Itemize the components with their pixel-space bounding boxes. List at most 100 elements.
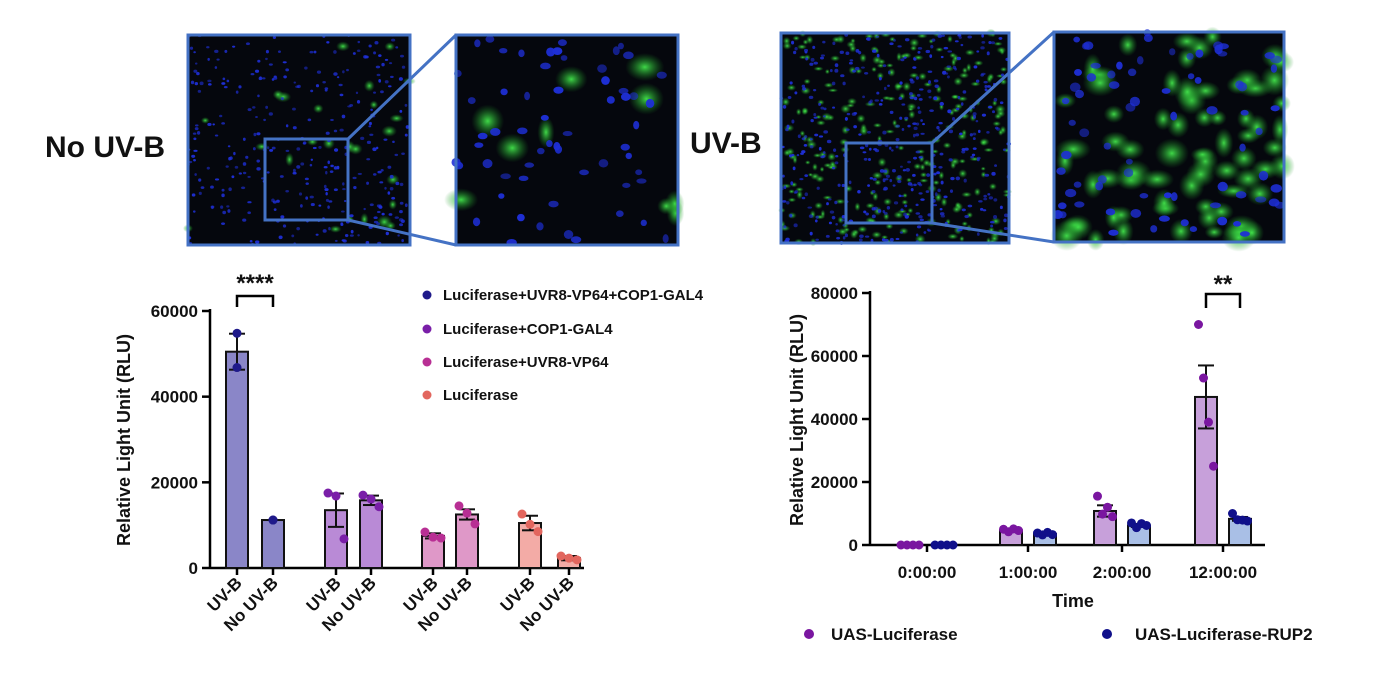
- cell-nucleus: [874, 99, 879, 102]
- cell-nucleus: [231, 175, 235, 179]
- cell-nucleus: [330, 164, 334, 168]
- cell-nucleus: [923, 231, 927, 234]
- reporter-signal: [823, 82, 834, 88]
- x-axis-label: Time: [1052, 591, 1094, 611]
- reporter-signal: [285, 152, 294, 167]
- cell-nucleus: [327, 205, 330, 209]
- reporter-signal: [877, 58, 886, 65]
- cell-nucleus: [912, 133, 916, 138]
- cell-nucleus: [884, 178, 889, 181]
- reporter-signal: [896, 52, 902, 62]
- cell-nucleus: [895, 124, 900, 128]
- cell-nucleus: [871, 189, 876, 194]
- cell-nucleus: [841, 183, 845, 188]
- cell-nucleus: [1065, 188, 1077, 198]
- cell-nucleus: [357, 40, 361, 44]
- cell-nucleus: [536, 222, 544, 231]
- reporter-signal: [970, 81, 981, 87]
- reporter-signal: [874, 179, 882, 186]
- cell-nucleus: [207, 122, 212, 126]
- cell-nucleus: [852, 69, 857, 73]
- cell-nucleus: [781, 145, 785, 149]
- legend-label: Luciferase: [443, 387, 518, 404]
- cell-nucleus: [389, 187, 394, 191]
- reporter-signal: [997, 128, 1004, 136]
- cell-nucleus: [831, 166, 836, 170]
- cell-nucleus: [882, 64, 887, 68]
- cell-nucleus: [999, 101, 1004, 105]
- cell-nucleus: [635, 169, 643, 176]
- cell-nucleus: [813, 116, 818, 119]
- reporter-signal: [909, 45, 918, 52]
- reporter-signal: [369, 100, 379, 110]
- legend-label: UAS-Luciferase: [831, 625, 958, 644]
- cell-nucleus: [305, 196, 309, 200]
- reporter-signal: [953, 77, 963, 86]
- cell-nucleus: [809, 145, 814, 149]
- cell-nucleus: [839, 50, 844, 54]
- cell-nucleus: [381, 212, 385, 216]
- reporter-signal: [782, 42, 792, 50]
- reporter-signal: [884, 129, 895, 134]
- reporter-signal: [781, 97, 791, 107]
- reporter-signal: [834, 198, 846, 205]
- micrograph-no-uvb: [183, 33, 416, 246]
- cell-nucleus: [820, 54, 826, 57]
- cell-nucleus: [913, 126, 918, 131]
- cell-nucleus: [537, 147, 545, 155]
- reporter-signal: [804, 160, 811, 165]
- cell-nucleus: [254, 240, 260, 244]
- data-point: [1142, 520, 1151, 530]
- cell-nucleus: [967, 204, 973, 208]
- cell-nucleus: [196, 131, 201, 135]
- cell-nucleus: [300, 162, 305, 166]
- cell-nucleus: [253, 132, 257, 137]
- cell-nucleus: [298, 192, 303, 196]
- cell-nucleus: [250, 73, 255, 76]
- cell-nucleus: [353, 186, 357, 190]
- cell-nucleus: [820, 106, 825, 110]
- cell-nucleus: [193, 137, 197, 141]
- cell-nucleus: [1187, 73, 1195, 80]
- cell-nucleus: [889, 237, 894, 242]
- cell-nucleus: [249, 240, 253, 243]
- data-point: [323, 488, 333, 498]
- cell-nucleus: [1059, 211, 1067, 219]
- cell-nucleus: [888, 146, 892, 150]
- reporter-signal: [788, 189, 795, 194]
- cell-nucleus: [327, 160, 331, 165]
- cell-nucleus: [352, 176, 357, 180]
- reporter-signal: [992, 120, 1002, 127]
- cell-nucleus: [961, 150, 966, 154]
- cell-nucleus: [937, 188, 941, 193]
- reporter-signal: [886, 63, 894, 68]
- cell-nucleus: [815, 238, 819, 241]
- cell-nucleus: [804, 174, 809, 178]
- cell-nucleus: [866, 37, 871, 41]
- cell-nucleus: [972, 147, 977, 150]
- cell-nucleus: [947, 50, 953, 53]
- cell-nucleus: [579, 169, 589, 176]
- cell-nucleus: [957, 95, 961, 100]
- cell-nucleus: [832, 148, 837, 152]
- chart-luciferase-constructs: Relative Light Unit (RLU) Luciferase+UVR…: [114, 270, 704, 635]
- cell-nucleus: [369, 133, 374, 136]
- cell-nucleus: [384, 186, 387, 190]
- cell-nucleus: [936, 125, 940, 130]
- reporter-signal: [313, 103, 324, 114]
- cell-nucleus: [783, 225, 787, 229]
- cell-nucleus: [809, 138, 813, 141]
- cell-nucleus: [357, 172, 363, 175]
- cell-nucleus: [472, 217, 481, 227]
- cell-nucleus: [1127, 68, 1137, 77]
- reporter-signal: [942, 142, 952, 149]
- cell-nucleus: [247, 108, 252, 112]
- cell-nucleus: [309, 195, 314, 199]
- cell-nucleus: [224, 49, 228, 53]
- cell-nucleus: [1239, 143, 1246, 152]
- cell-nucleus: [938, 129, 941, 132]
- cell-nucleus: [380, 168, 384, 172]
- cell-nucleus: [276, 199, 280, 203]
- cell-nucleus: [950, 176, 955, 181]
- cell-nucleus: [369, 203, 374, 207]
